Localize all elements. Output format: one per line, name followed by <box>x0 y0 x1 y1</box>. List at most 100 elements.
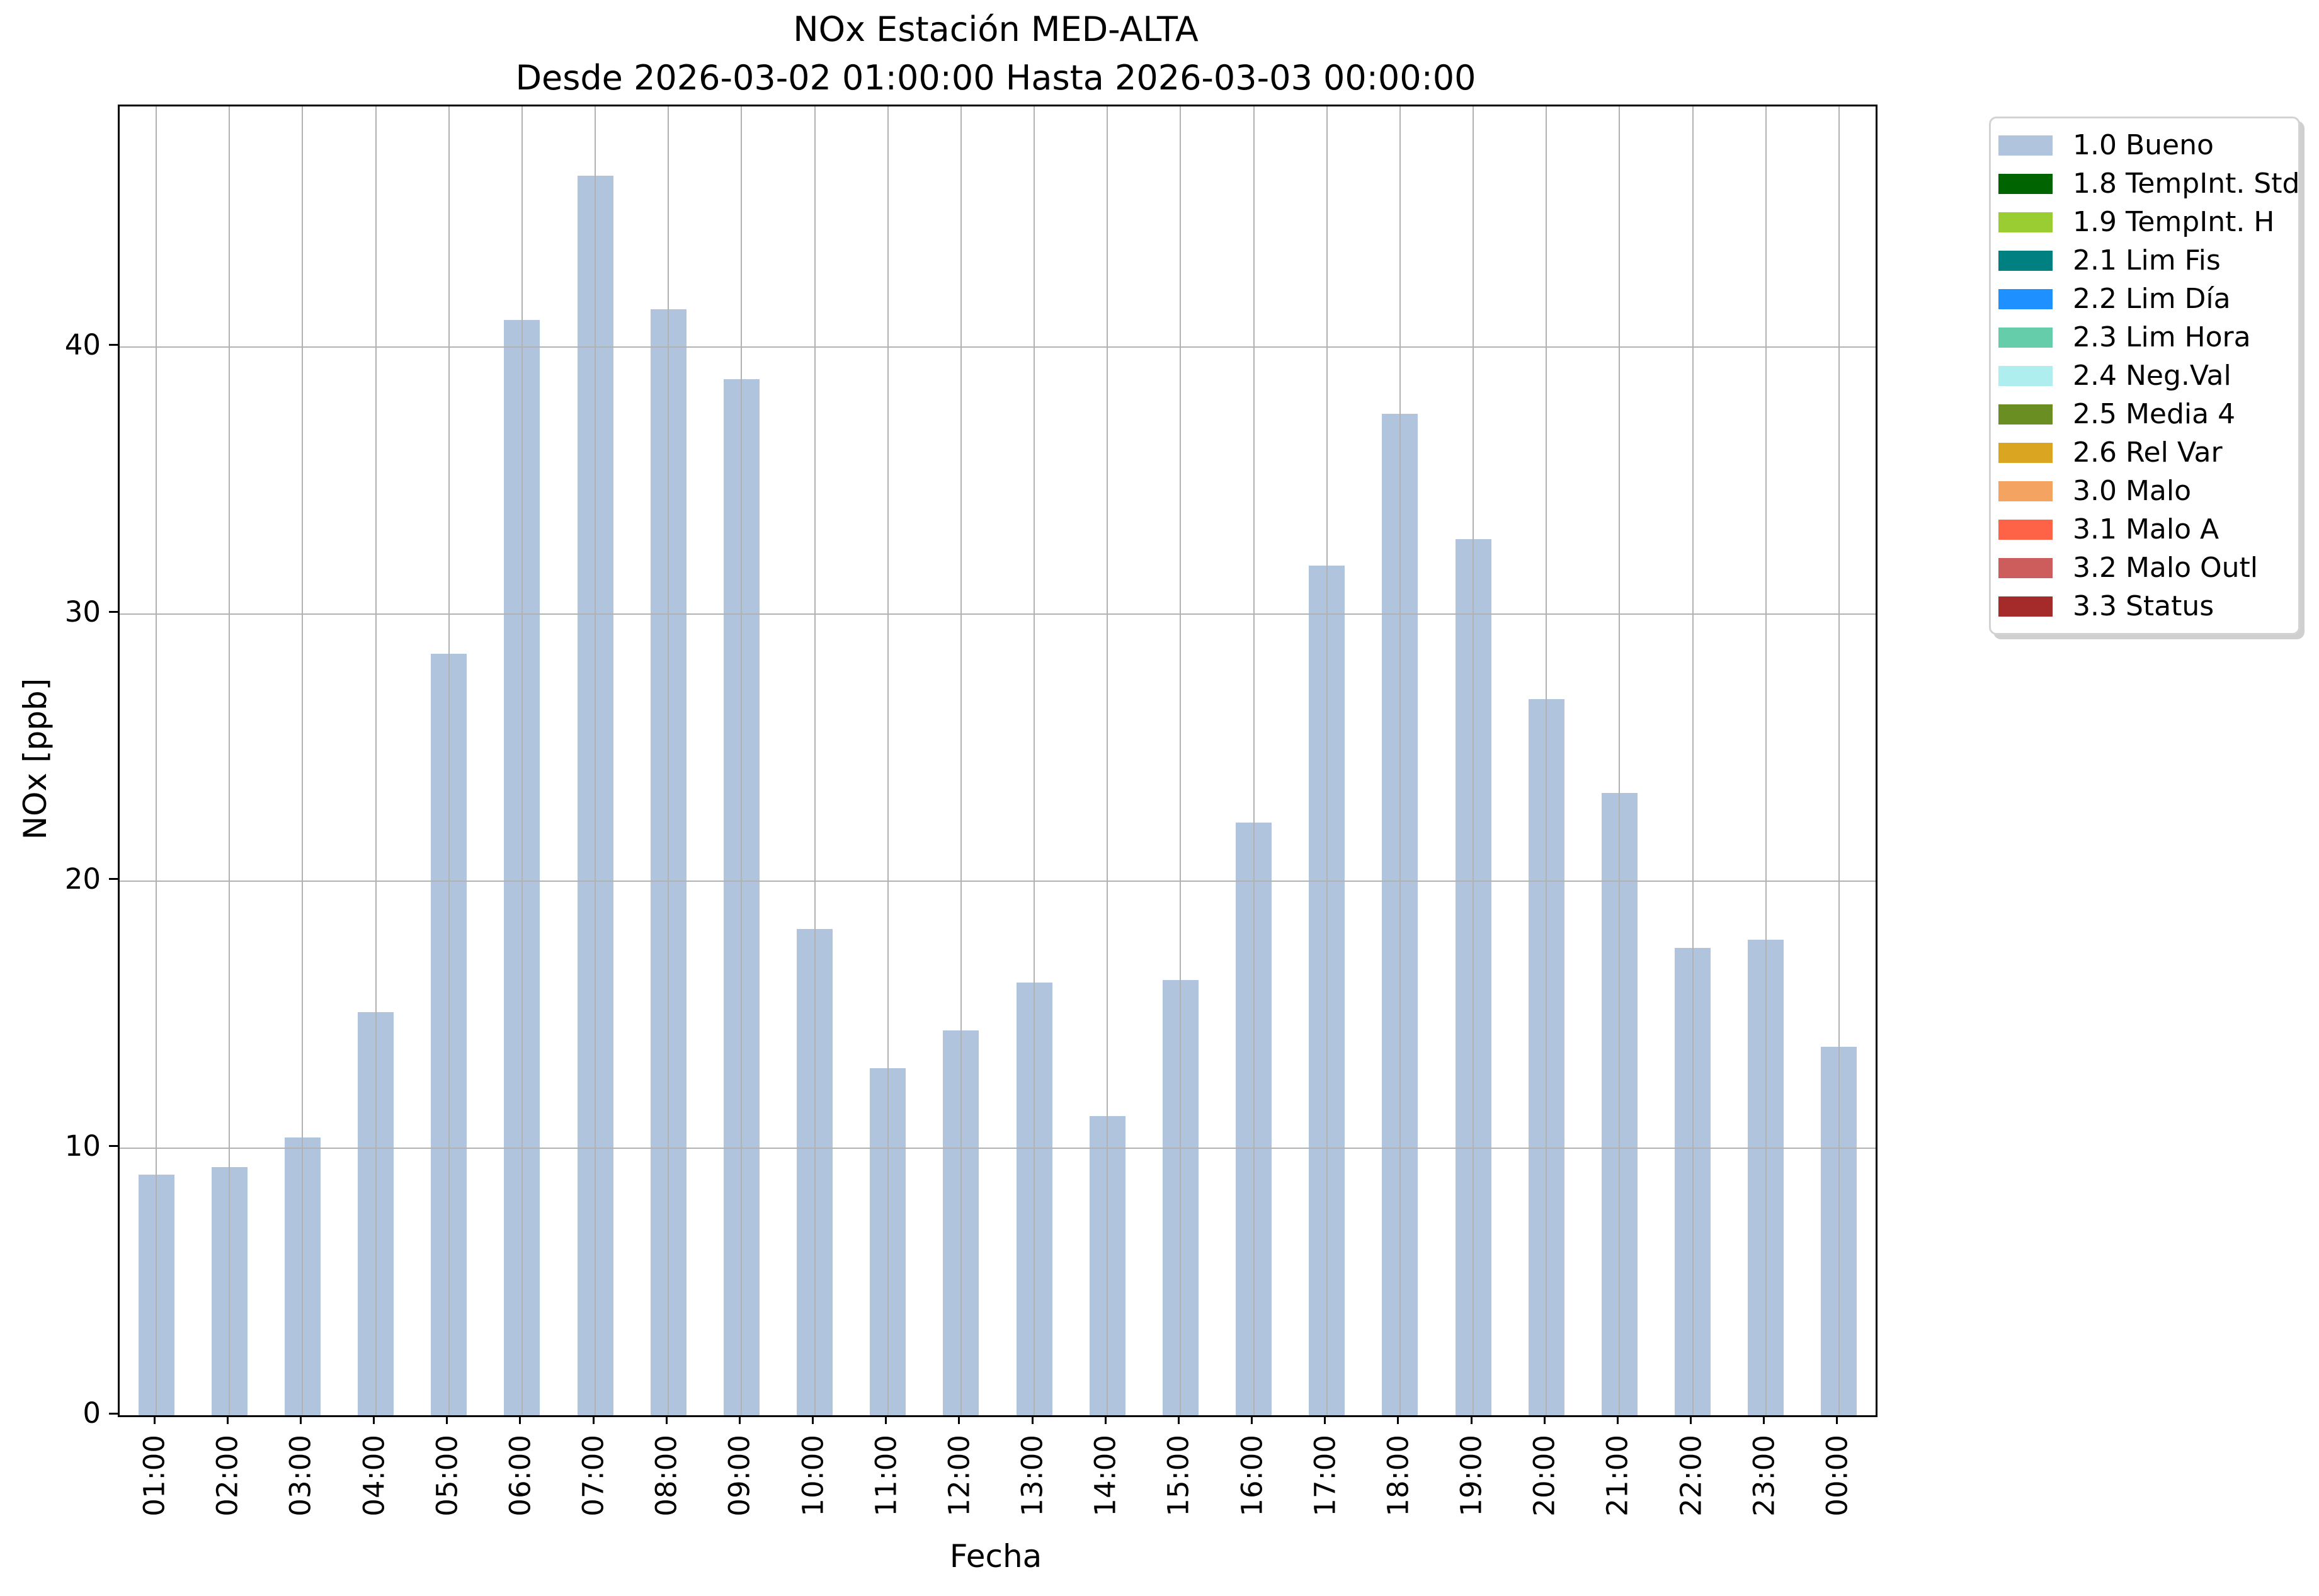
grid-line-vertical <box>1765 106 1767 1415</box>
legend-swatch <box>1998 250 2053 271</box>
y-tick-mark <box>109 611 118 613</box>
grid-line-vertical <box>595 106 596 1415</box>
legend-item: 2.4 Neg.Val <box>1991 356 2298 395</box>
x-tick-mark <box>519 1415 521 1424</box>
grid-line-vertical <box>1692 106 1694 1415</box>
grid-line-horizontal <box>120 346 1876 348</box>
legend-label: 2.3 Lim Hora <box>2073 321 2251 353</box>
x-tick-label-wrap: 18:00 <box>1381 1435 1415 1519</box>
x-tick-label: 17:00 <box>1308 1435 1342 1517</box>
legend-label: 3.0 Malo <box>2073 475 2192 507</box>
x-tick-label-wrap: 17:00 <box>1308 1435 1342 1519</box>
legend-item: 2.6 Rel Var <box>1991 433 2298 472</box>
grid-line-vertical <box>741 106 743 1415</box>
x-tick-label-wrap: 09:00 <box>723 1435 756 1519</box>
y-tick-label: 0 <box>83 1396 101 1430</box>
x-tick-label-wrap: 23:00 <box>1747 1435 1781 1519</box>
x-tick-label-wrap: 03:00 <box>284 1435 317 1519</box>
x-tick-mark <box>738 1415 741 1424</box>
legend-label: 1.0 Bueno <box>2073 129 2214 161</box>
grid-line-vertical <box>887 106 889 1415</box>
y-tick-mark <box>109 1145 118 1148</box>
x-tick-label: 02:00 <box>210 1435 244 1517</box>
x-tick-label-wrap: 05:00 <box>430 1435 464 1519</box>
legend-swatch <box>1998 327 2053 348</box>
x-tick-label: 14:00 <box>1088 1435 1122 1517</box>
x-tick-mark <box>1470 1415 1473 1424</box>
grid-line-vertical <box>960 106 962 1415</box>
x-tick-mark <box>226 1415 229 1424</box>
x-tick-label: 19:00 <box>1454 1435 1488 1517</box>
chart-title: NOx Estación MED-ALTA <box>793 9 1199 49</box>
legend-swatch <box>1998 481 2053 501</box>
legend-label: 1.9 TempInt. H <box>2073 206 2275 238</box>
grid-line-vertical <box>1546 106 1547 1415</box>
x-axis-label: Fecha <box>949 1538 1042 1575</box>
y-tick-label: 40 <box>64 328 101 362</box>
x-tick-mark <box>958 1415 960 1424</box>
legend-label: 3.2 Malo Outl <box>2073 552 2259 584</box>
grid-line-vertical <box>375 106 377 1415</box>
grid-line-vertical <box>668 106 669 1415</box>
legend-item: 3.2 Malo Outl <box>1991 549 2298 587</box>
grid-line-vertical <box>1399 106 1401 1415</box>
legend-label: 2.5 Media 4 <box>2073 398 2236 430</box>
x-tick-mark <box>1031 1415 1034 1424</box>
grid-line-vertical <box>1473 106 1474 1415</box>
grid-line-vertical <box>302 106 304 1415</box>
x-tick-label-wrap: 20:00 <box>1528 1435 1561 1519</box>
legend-label: 2.4 Neg.Val <box>2073 360 2231 392</box>
x-tick-mark <box>446 1415 448 1424</box>
x-tick-label-wrap: 22:00 <box>1674 1435 1707 1519</box>
x-tick-label: 07:00 <box>576 1435 610 1517</box>
x-tick-label-wrap: 21:00 <box>1601 1435 1634 1519</box>
x-tick-mark <box>1616 1415 1619 1424</box>
x-tick-label: 13:00 <box>1015 1435 1049 1517</box>
x-tick-label-wrap: 15:00 <box>1162 1435 1195 1519</box>
legend-swatch <box>1998 596 2053 617</box>
legend-label: 1.8 TempInt. Std <box>2073 168 2300 200</box>
x-tick-mark <box>1324 1415 1326 1424</box>
x-tick-mark <box>1836 1415 1838 1424</box>
x-tick-label-wrap: 08:00 <box>650 1435 683 1519</box>
x-tick-label-wrap: 02:00 <box>211 1435 244 1519</box>
x-tick-mark <box>373 1415 375 1424</box>
grid-line-vertical <box>1326 106 1328 1415</box>
legend-swatch <box>1998 173 2053 194</box>
x-tick-mark <box>1397 1415 1399 1424</box>
chart-title-block: NOx Estación MED-ALTA Desde 2026-03-02 0… <box>118 5 1874 102</box>
legend-item: 2.5 Media 4 <box>1991 395 2298 433</box>
x-tick-label: 10:00 <box>796 1435 830 1517</box>
x-tick-label-wrap: 06:00 <box>503 1435 537 1519</box>
grid-line-vertical <box>1838 106 1840 1415</box>
grid-line-vertical <box>1180 106 1182 1415</box>
x-tick-mark <box>1690 1415 1692 1424</box>
x-tick-label-wrap: 12:00 <box>942 1435 976 1519</box>
x-tick-label: 21:00 <box>1600 1435 1634 1517</box>
grid-line-vertical <box>814 106 816 1415</box>
legend-label: 3.3 Status <box>2073 590 2214 622</box>
x-tick-label: 23:00 <box>1747 1435 1781 1517</box>
x-tick-label: 09:00 <box>722 1435 756 1517</box>
x-tick-mark <box>1177 1415 1180 1424</box>
legend-item: 2.3 Lim Hora <box>1991 318 2298 356</box>
grid-line-vertical <box>1107 106 1108 1415</box>
x-tick-mark <box>1251 1415 1253 1424</box>
x-tick-label: 06:00 <box>503 1435 537 1517</box>
legend-swatch <box>1998 519 2053 540</box>
x-tick-mark <box>299 1415 302 1424</box>
grid-line-vertical <box>448 106 450 1415</box>
y-tick-mark <box>109 1412 118 1415</box>
grid-line-vertical <box>521 106 523 1415</box>
legend-label: 3.1 Malo A <box>2073 513 2219 545</box>
grid-line-vertical <box>156 106 157 1415</box>
legend-swatch <box>1998 135 2053 156</box>
grid-line-vertical <box>1034 106 1035 1415</box>
x-tick-label-wrap: 11:00 <box>869 1435 903 1519</box>
legend-item: 2.1 Lim Fis <box>1991 241 2298 280</box>
y-tick-mark <box>109 878 118 881</box>
x-tick-label-wrap: 14:00 <box>1089 1435 1122 1519</box>
x-tick-label: 18:00 <box>1381 1435 1415 1517</box>
legend-label: 2.2 Lim Día <box>2073 283 2231 315</box>
